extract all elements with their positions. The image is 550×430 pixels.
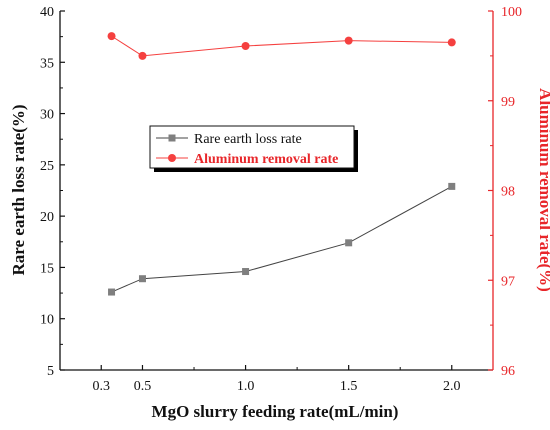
left-y-tick-label: 15	[40, 261, 54, 276]
right-y-tick-label: 100	[501, 5, 522, 20]
x-tick-label: 1.0	[237, 379, 255, 394]
series	[107, 32, 456, 296]
x-tick-label: 2.0	[443, 379, 461, 394]
right-y-tick-label: 98	[501, 185, 515, 200]
axes: 5 10 15 20 25 30 35 40 96 97 98 99 100 0.3 0.5 1.0 1.5 2.…	[40, 5, 522, 394]
left-y-tick-label: 10	[40, 313, 54, 328]
aluminum-removal-point	[138, 51, 147, 60]
left-y-tick-label: 20	[40, 210, 54, 225]
left-y-tick-label: 40	[40, 5, 54, 20]
left-y-tick-label: 35	[40, 56, 54, 71]
rare-earth-loss-point	[242, 268, 250, 276]
aluminum-removal-point	[344, 36, 353, 45]
rare-earth-loss-point	[138, 275, 146, 283]
left-y-tick-label: 30	[40, 108, 54, 123]
right-y-tick-label: 96	[501, 364, 515, 379]
aluminum-removal-point	[241, 42, 250, 51]
legend-rare-earth-loss-label: Rare earth loss rate	[194, 132, 302, 147]
x-tick-label: 1.5	[340, 379, 358, 394]
left-y-axis-label: Rare earth loss rate(%)	[9, 104, 28, 275]
aluminum-removal-point	[447, 38, 456, 47]
right-y-axis-label: Aluminum removal rate(%)	[536, 88, 550, 292]
x-tick-label: 0.3	[92, 379, 110, 394]
legend-rare-earth-loss-marker	[168, 134, 176, 142]
aluminum-removal-point	[107, 32, 116, 41]
rare-earth-loss-point	[448, 182, 456, 190]
right-y-tick-label: 97	[501, 274, 515, 289]
legend-aluminum-removal-marker	[168, 154, 176, 162]
rare-earth-loss-point	[345, 239, 353, 247]
right-y-tick-label: 99	[501, 95, 515, 110]
legend: Rare earth loss rate Aluminum removal rat…	[149, 125, 358, 172]
left-y-tick-label: 5	[47, 364, 54, 379]
legend-aluminum-removal-label: Aluminum removal rate	[194, 152, 338, 167]
aluminum-removal-line	[111, 35, 452, 57]
x-axis-label: MgO slurry feeding rate(mL/min)	[152, 402, 399, 421]
x-tick-label: 0.5	[134, 379, 152, 394]
legend-box	[149, 125, 355, 169]
rare-earth-loss-line	[111, 185, 453, 293]
left-y-tick-label: 25	[40, 159, 54, 174]
rare-earth-loss-point	[108, 288, 116, 296]
